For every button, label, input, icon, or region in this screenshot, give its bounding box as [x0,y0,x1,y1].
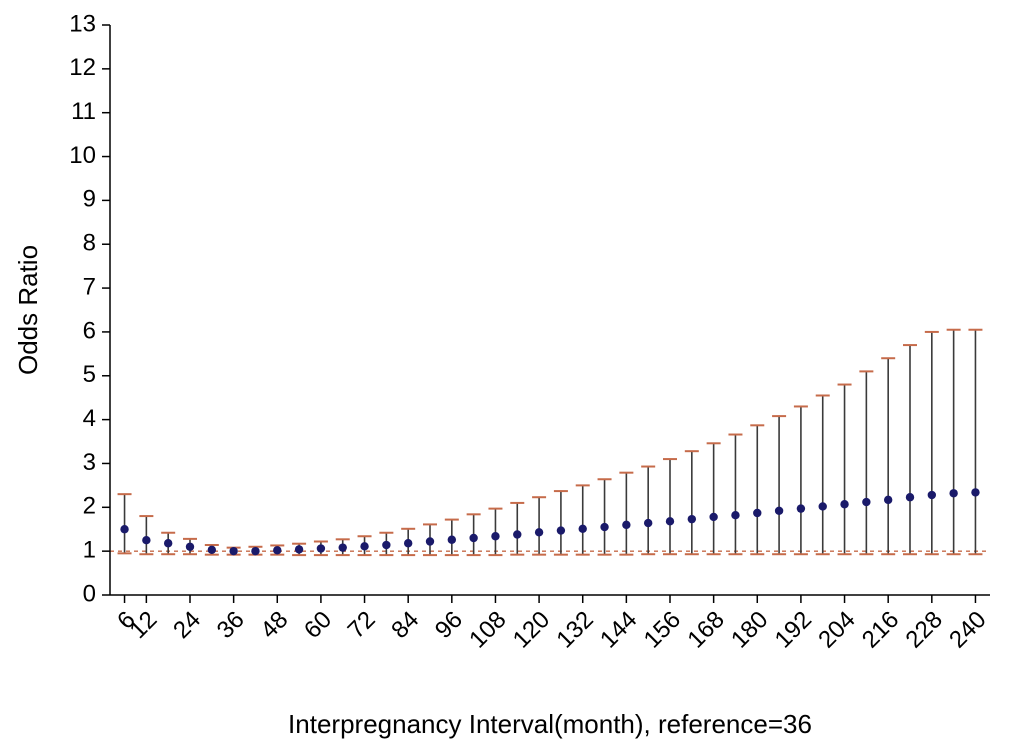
data-point [273,546,281,554]
y-tick-label: 10 [69,142,96,169]
y-tick-label: 4 [83,405,96,432]
y-tick-label: 7 [83,273,96,300]
y-tick-label: 6 [83,317,96,344]
data-point [164,539,172,547]
y-tick-label: 0 [83,580,96,607]
y-tick-label: 13 [69,10,96,37]
data-point [579,525,587,533]
x-axis-title: Interpregnancy Interval(month), referenc… [288,709,812,739]
y-tick-label: 5 [83,361,96,388]
data-point [295,545,303,553]
data-point [840,500,848,508]
y-tick-label: 1 [83,536,96,563]
data-point [317,544,325,552]
data-point [142,536,150,544]
data-point [600,523,608,531]
data-point [971,488,979,496]
y-tick-label: 12 [69,54,96,81]
data-point [731,511,739,519]
data-point [709,513,717,521]
data-point [819,502,827,510]
data-point [862,498,870,506]
data-point [513,530,521,538]
data-point [928,491,936,499]
chart-svg: 0123456789101112136122436486072849610812… [0,0,1019,753]
y-tick-label: 8 [83,230,96,257]
data-point [251,547,259,555]
y-tick-label: 2 [83,493,96,520]
data-point [448,536,456,544]
data-point [360,542,368,550]
data-point [382,541,390,549]
data-point [208,546,216,554]
data-point [884,496,892,504]
data-point [339,543,347,551]
data-point [753,509,761,517]
y-tick-label: 9 [83,186,96,213]
data-point [404,539,412,547]
data-point [535,528,543,536]
data-point [229,547,237,555]
y-tick-label: 11 [71,98,96,125]
data-point [644,519,652,527]
data-point [491,532,499,540]
data-point [557,526,565,534]
data-point [906,493,914,501]
data-point [949,489,957,497]
data-point [688,515,696,523]
data-point [426,537,434,545]
odds-ratio-chart: 0123456789101112136122436486072849610812… [0,0,1019,753]
y-tick-label: 3 [83,449,96,476]
data-point [120,525,128,533]
data-point [186,543,194,551]
data-point [469,534,477,542]
data-point [775,507,783,515]
data-point [797,504,805,512]
y-axis-title: Odds Ratio [13,245,43,375]
data-point [666,517,674,525]
data-point [622,521,630,529]
